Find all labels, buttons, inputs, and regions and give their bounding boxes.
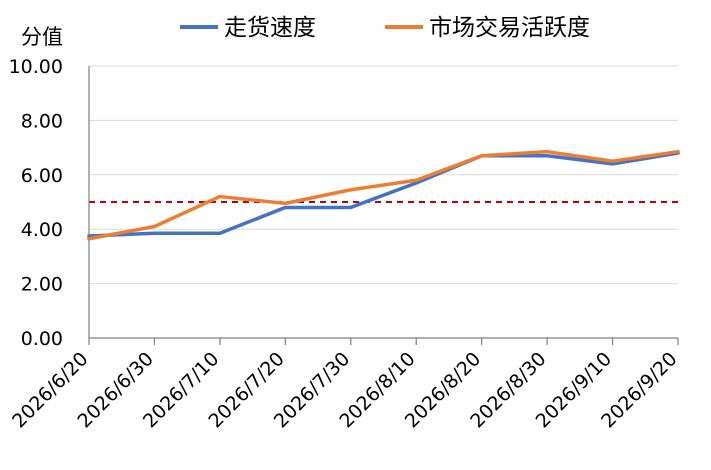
data-point: [218, 231, 222, 235]
legend-item: 走货速度: [180, 15, 316, 41]
data-point: [349, 205, 353, 210]
legend-item: 市场交易活跃度: [385, 15, 590, 41]
data-point: [283, 201, 287, 205]
series-lines: [87, 149, 680, 241]
y-tick-label: 6.00: [21, 165, 63, 187]
data-point: [676, 150, 680, 154]
grid: [89, 65, 678, 285]
y-tick-label: 2.00: [21, 274, 63, 296]
y-tick-labels: 0.00 2.00 4.00 6.00 8.00 10.00: [9, 56, 63, 350]
x-tick-labels: 2026/6/202026/6/302026/7/102026/7/202026…: [8, 348, 681, 432]
data-point: [218, 194, 222, 199]
series-line: [87, 149, 680, 241]
y-tick-label: 4.00: [21, 219, 63, 241]
y-tick-label: 8.00: [21, 110, 63, 132]
data-point: [152, 224, 157, 229]
series-2: [87, 149, 680, 241]
data-point: [349, 188, 353, 192]
series-line: [87, 151, 680, 238]
data-point: [610, 162, 615, 166]
axes: [88, 66, 679, 345]
legend: 走货速度 市场交易活跃度: [180, 15, 590, 41]
data-point: [152, 231, 157, 235]
y-axis-label: 分值: [21, 25, 63, 49]
legend-label: 走货速度: [224, 15, 316, 41]
data-point: [414, 178, 418, 182]
data-point: [480, 154, 484, 158]
y-tick-label: 0.00: [21, 328, 63, 350]
data-point: [414, 181, 418, 185]
legend-label: 市场交易活跃度: [429, 15, 590, 41]
data-point: [545, 154, 549, 158]
data-point: [283, 205, 287, 210]
data-point: [87, 237, 91, 241]
data-point: [545, 150, 549, 154]
series-1: [87, 151, 680, 238]
y-tick-label: 10.00: [9, 56, 63, 78]
data-point: [610, 159, 615, 163]
